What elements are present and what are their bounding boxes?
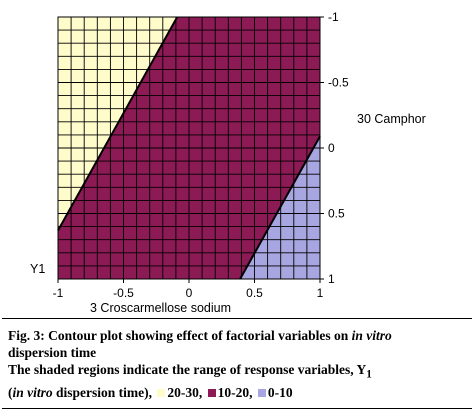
y-tick-label: -0.5 [328,76,349,90]
caption-line3-sub: 1 [366,368,372,381]
legend-swatch [157,388,166,397]
caption-line2-text: dispersion time [8,345,97,360]
y-tick-label: 0.5 [328,207,345,221]
caption-line4-italic: in vitro [12,384,53,400]
y-axis-title: 30 Camphor [357,112,426,126]
legend-label: 10-20, [217,384,256,400]
caption-line4-open: ( [8,384,13,400]
grid-lines [58,17,320,279]
legend-label: 0-10 [267,384,293,400]
caption-legend: 20-30, 10-20, 0-10 [155,384,293,400]
caption-line-1: Fig. 3: Contour plot showing effect of f… [8,327,468,344]
caption-line3-text: The shaded regions indicate the range of… [8,362,367,377]
contour-line-20 [57,16,179,232]
x-tick-label: 0.5 [246,286,263,300]
x-axis-title: 3 Croscarmellose sodium [90,301,231,315]
x-tick-label: 0 [186,286,193,300]
caption-line1-italic: in vitro [351,328,392,343]
x-axis-ticks: -1 -0.5 0 0.5 1 [53,279,324,300]
response-label: Y1 [30,262,45,276]
y-tick-label: 0 [328,141,335,155]
legend-label: 20-30, [167,384,206,400]
caption-line-2: dispersion time [8,344,468,361]
caption-line1-text: Fig. 3: Contour plot showing effect of f… [8,328,352,343]
caption-divider [2,318,472,319]
y-tick-label: -1 [328,10,339,24]
legend-swatch [207,388,216,397]
caption-line-3: The shaded regions indicate the range of… [8,361,468,384]
x-tick-label: -0.5 [113,286,134,300]
contour-boundaries [57,16,321,280]
y-tick-label: 1 [328,272,335,286]
contour-chart: -1 -0.5 0 0.5 1 -1 -0.5 0 0.5 1 3 Croscarmellose… [30,10,426,315]
contour-line-10 [239,135,321,280]
x-tick-label: 1 [317,286,324,300]
caption-line4-text: dispersion time), [52,384,156,400]
caption-bottom-divider [2,408,472,409]
x-tick-label: -1 [53,286,64,300]
caption-line-4: (in vitro dispersion time), 20-30, 10-20… [8,384,468,401]
y-axis-ticks: -1 -0.5 0 0.5 1 [320,10,349,286]
legend-swatch [257,388,266,397]
figure-caption: Fig. 3: Contour plot showing effect of f… [8,327,468,401]
